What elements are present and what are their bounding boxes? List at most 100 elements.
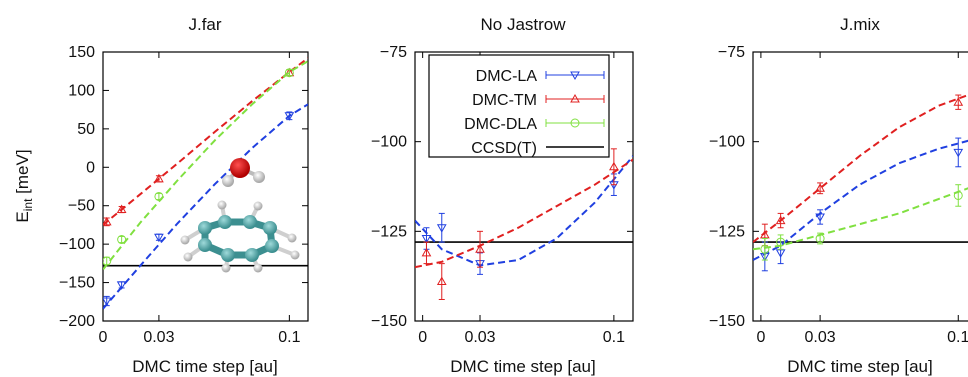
triangle-down-marker [103,297,112,307]
y-tick-label: −150 [59,275,95,292]
y-axis-label: Eint [meV] [13,149,35,222]
x-tick-label: 0 [756,329,765,346]
plot-frame [102,51,309,322]
fit-curve-dla [103,60,308,271]
carbon-atom [221,248,235,262]
carbon-atom [218,215,232,229]
svg-text:Eint [meV]: Eint [meV] [13,149,35,222]
series-la [415,155,633,275]
series-dla [103,60,308,271]
triangle-up-marker [116,204,127,214]
fit-curve-tm [415,158,633,269]
x-axis-label: DMC time step [au] [787,357,933,376]
hydrogen-atom [253,263,263,273]
triangle-up-marker [815,183,825,192]
triangle-up-marker [436,276,447,286]
circle-marker [760,244,770,254]
series-la [103,103,308,310]
y-tick-label: −100 [371,134,407,151]
data-point-tm [475,230,485,268]
data-point-dla [284,68,294,78]
triangle-down-marker [284,112,295,121]
y-axis-label-subscript: int [21,198,35,211]
triangle-up-marker [421,247,432,257]
legend-label: DMC-DLA [464,116,537,133]
data-point-la [815,209,825,225]
triangle-down-marker [775,249,786,258]
y-tick-label: 50 [77,121,95,138]
circle-marker [776,237,786,247]
series-dla [753,184,968,261]
data-point-tm [103,216,112,227]
plot-frame [414,51,634,322]
triangle-up-marker [570,93,580,103]
triangle-up-marker [759,229,770,239]
data-point-dla [760,238,770,261]
hydrogen-atom [217,200,227,210]
axis-ticks: −150 −125 −100 −75 0 0.03 0.1 [709,44,968,346]
triangle-down-marker [116,281,127,290]
circle-marker [117,235,127,245]
triangle-up-marker [775,215,786,225]
x-tick-label: 0.1 [947,329,968,346]
data-point-dla [815,232,825,245]
water-benzene-molecule [180,158,300,273]
data-point-tm [609,148,619,186]
legend-entry-dla: DMC-DLA [464,116,605,133]
y-tick-label: −75 [380,44,407,61]
hydrogen-atom [290,250,300,260]
hydrogen-atom [253,171,265,183]
legend-entry-ccsd: CCSD(T) [471,140,604,157]
data-point-la [154,233,164,243]
circle-marker [570,118,580,128]
triangle-up-marker [953,97,964,106]
x-tick-label: 0.1 [603,329,625,346]
x-axis-label: DMC time step [au] [450,357,596,376]
triangle-down-marker [570,71,580,81]
triangle-up-marker [609,161,619,171]
fit-curve-tm [103,57,308,226]
x-tick-label: 0.03 [143,329,174,346]
triangle-down-marker [815,213,825,222]
data-point-tm [421,241,432,265]
y-tick-label: 100 [68,82,95,99]
series-tm [753,94,968,247]
y-tick-label: −75 [718,44,745,61]
data-point-tm [154,173,164,183]
panel-j-far: J.far −200 −150 −100 −50 0 50 100 150 0 0.03 0.1 E… [13,15,309,376]
fit-curve-tm [753,94,968,243]
y-tick-label: 0 [86,159,95,176]
y-axis-label-unit: [meV] [13,149,32,198]
series-la [753,137,968,272]
legend-label: DMC-LA [476,68,538,85]
circle-marker [953,190,963,200]
circle-marker [103,256,112,266]
x-tick-label: 0 [99,329,108,346]
hydrogen-atom [180,235,190,245]
panel-j-mix: J.mix −150 −125 −100 −75 0 0.03 0.1 DMC time s… [709,15,968,376]
y-tick-label: 150 [68,44,95,61]
hydrogen-atom [222,175,234,187]
panel-no-jastrow: No Jastrow −150 −125 −100 −75 0 0.03 0.1 DMC t… [371,15,634,376]
legend: DMC-LA DMC-TM DMC-DLA CCSD(T) [428,54,610,158]
data-point-dla [117,235,127,245]
y-tick-label: −150 [709,313,745,330]
y-tick-label: −125 [709,223,745,240]
triangle-down-marker [421,235,432,244]
data-point-tm [116,204,127,214]
oxygen-atom [230,158,250,178]
series-layer [415,148,633,300]
panel-title: No Jastrow [480,15,566,34]
circle-marker [154,191,164,201]
data-point-dla [953,184,963,207]
panel-title: J.far [188,15,221,34]
data-point-la [103,295,112,307]
carbon-atom [243,215,257,229]
hydrogen-atom [183,252,193,262]
fit-curve-la [415,155,633,267]
y-axis-label-main: E [13,211,32,222]
x-tick-label: 0.03 [805,329,836,346]
data-point-tm [775,212,786,229]
panel-title: J.mix [840,15,880,34]
carbon-atom [198,238,212,252]
